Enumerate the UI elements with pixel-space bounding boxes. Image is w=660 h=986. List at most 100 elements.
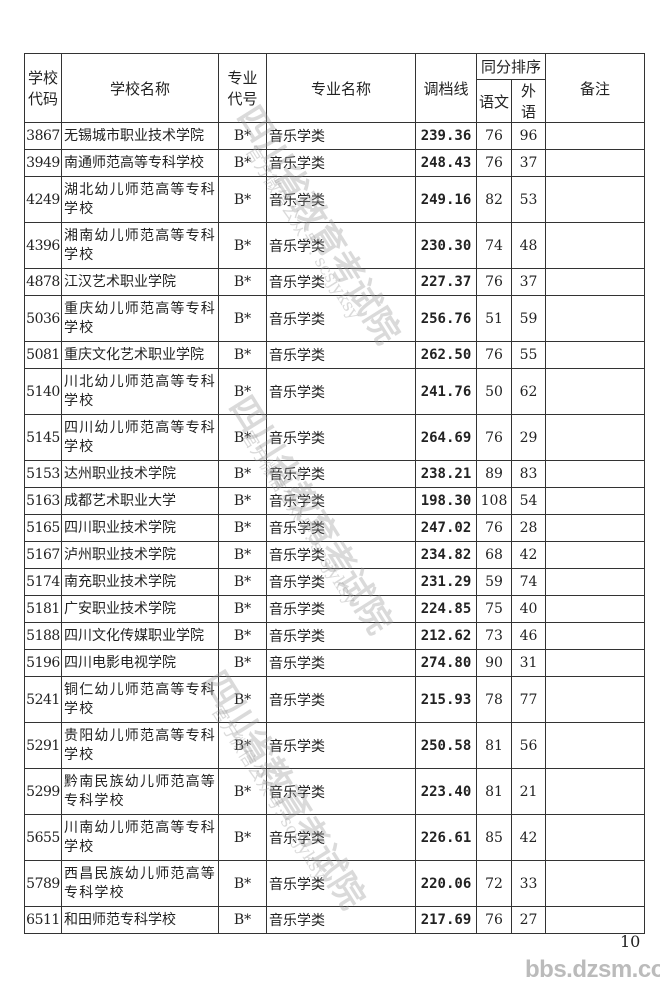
table-row: 4249 湖北幼儿师范高等专科学校 B* 音乐学类 249.16 82 53 <box>24 176 646 223</box>
major-name-cell: 音乐学类 <box>266 595 416 623</box>
table-row: 5181 广安职业技术学院 B* 音乐学类 224.85 75 40 <box>24 595 646 623</box>
foreign-rank-cell: 48 <box>510 222 547 269</box>
table-row: 5165 四川职业技术学院 B* 音乐学类 247.02 76 28 <box>24 514 646 542</box>
school-name-cell: 湘南幼儿师范高等专科学校 <box>61 222 219 269</box>
remarks-cell <box>545 649 646 677</box>
major-name-cell: 音乐学类 <box>266 568 416 596</box>
foreign-rank-cell: 54 <box>510 487 547 515</box>
cutoff-score-cell: 256.76 <box>415 295 477 342</box>
table-row: 5163 成都艺术职业大学 B* 音乐学类 198.30 108 54 <box>24 487 646 515</box>
major-name-cell: 音乐学类 <box>266 341 416 369</box>
school-code-cell: 5140 <box>24 368 62 415</box>
foreign-rank-cell: 37 <box>510 268 547 296</box>
foreign-rank-cell: 59 <box>510 295 547 342</box>
major-name-cell: 音乐学类 <box>266 368 416 415</box>
school-code-cell: 5036 <box>24 295 62 342</box>
chinese-rank-cell: 59 <box>476 568 512 596</box>
major-code-cell: B* <box>218 568 267 596</box>
school-code-cell: 5299 <box>24 768 62 815</box>
major-code-cell: B* <box>218 222 267 269</box>
chinese-rank-cell: 74 <box>476 222 512 269</box>
major-code-cell: B* <box>218 722 267 769</box>
school-name-cell: 西昌民族幼儿师范高等专科学校 <box>61 860 219 907</box>
header-foreign: 外语 <box>510 79 547 123</box>
major-code-cell: B* <box>218 460 267 488</box>
chinese-rank-cell: 78 <box>476 676 512 723</box>
chinese-rank-cell: 76 <box>476 514 512 542</box>
remarks-cell <box>545 341 646 369</box>
foreign-rank-cell: 42 <box>510 541 547 569</box>
major-name-cell: 音乐学类 <box>266 676 416 723</box>
school-name-cell: 无锡城市职业技术学院 <box>61 122 219 150</box>
remarks-cell <box>545 814 646 861</box>
remarks-cell <box>545 176 646 223</box>
school-code-cell: 3867 <box>24 122 62 150</box>
major-name-cell: 音乐学类 <box>266 541 416 569</box>
remarks-cell <box>545 906 646 934</box>
chinese-rank-cell: 76 <box>476 906 512 934</box>
header-school-name: 学校名称 <box>61 53 219 123</box>
remarks-cell <box>545 622 646 650</box>
table-row: 5081 重庆文化艺术职业学院 B* 音乐学类 262.50 76 55 <box>24 341 646 369</box>
school-code-cell: 5241 <box>24 676 62 723</box>
major-code-cell: B* <box>218 541 267 569</box>
chinese-rank-cell: 76 <box>476 122 512 150</box>
admission-cutoff-table: 学校代码 学校名称 专业代号 专业名称 调档线 同分排序 备注 语文 外语 38… <box>24 53 646 934</box>
school-name-cell: 四川文化传媒职业学院 <box>61 622 219 650</box>
major-name-cell: 音乐学类 <box>266 268 416 296</box>
chinese-rank-cell: 81 <box>476 768 512 815</box>
chinese-rank-cell: 81 <box>476 722 512 769</box>
school-name-cell: 广安职业技术学院 <box>61 595 219 623</box>
cutoff-score-cell: 234.82 <box>415 541 477 569</box>
chinese-rank-cell: 75 <box>476 595 512 623</box>
cutoff-score-cell: 227.37 <box>415 268 477 296</box>
remarks-cell <box>545 268 646 296</box>
major-code-cell: B* <box>218 149 267 177</box>
table-row: 5167 泸州职业技术学院 B* 音乐学类 234.82 68 42 <box>24 541 646 569</box>
major-name-cell: 音乐学类 <box>266 906 416 934</box>
major-name-cell: 音乐学类 <box>266 649 416 677</box>
remarks-cell <box>545 295 646 342</box>
school-name-cell: 重庆文化艺术职业学院 <box>61 341 219 369</box>
header-major-name: 专业名称 <box>266 53 416 123</box>
school-name-cell: 和田师范专科学校 <box>61 906 219 934</box>
school-name-cell: 达州职业技术学院 <box>61 460 219 488</box>
table-row: 5140 川北幼儿师范高等专科学校 B* 音乐学类 241.76 50 62 <box>24 368 646 415</box>
chinese-rank-cell: 50 <box>476 368 512 415</box>
table-row: 5291 贵阳幼儿师范高等专科学校 B* 音乐学类 250.58 81 56 <box>24 722 646 769</box>
school-code-cell: 5167 <box>24 541 62 569</box>
chinese-rank-cell: 51 <box>476 295 512 342</box>
remarks-cell <box>545 568 646 596</box>
major-code-cell: B* <box>218 906 267 934</box>
foreign-rank-cell: 27 <box>510 906 547 934</box>
major-name-cell: 音乐学类 <box>266 414 416 461</box>
major-code-cell: B* <box>218 122 267 150</box>
table-row: 5153 达州职业技术学院 B* 音乐学类 238.21 89 83 <box>24 460 646 488</box>
header-major-code: 专业代号 <box>218 53 267 123</box>
major-code-cell: B* <box>218 768 267 815</box>
chinese-rank-cell: 85 <box>476 814 512 861</box>
header-chinese: 语文 <box>476 79 512 123</box>
cutoff-score-cell: 262.50 <box>415 341 477 369</box>
table-row: 5299 黔南民族幼儿师范高等专科学校 B* 音乐学类 223.40 81 21 <box>24 768 646 815</box>
school-name-cell: 泸州职业技术学院 <box>61 541 219 569</box>
school-code-cell: 5188 <box>24 622 62 650</box>
major-code-cell: B* <box>218 368 267 415</box>
cutoff-score-cell: 230.30 <box>415 222 477 269</box>
school-code-cell: 4396 <box>24 222 62 269</box>
chinese-rank-cell: 76 <box>476 414 512 461</box>
foreign-rank-cell: 33 <box>510 860 547 907</box>
school-name-cell: 重庆幼儿师范高等专科学校 <box>61 295 219 342</box>
cutoff-score-cell: 226.61 <box>415 814 477 861</box>
major-code-cell: B* <box>218 622 267 650</box>
major-name-cell: 音乐学类 <box>266 768 416 815</box>
header-school-code: 学校代码 <box>24 53 62 123</box>
cutoff-score-cell: 274.80 <box>415 649 477 677</box>
school-code-cell: 5291 <box>24 722 62 769</box>
school-name-cell: 贵阳幼儿师范高等专科学校 <box>61 722 219 769</box>
school-code-cell: 5174 <box>24 568 62 596</box>
cutoff-score-cell: 249.16 <box>415 176 477 223</box>
major-name-cell: 音乐学类 <box>266 514 416 542</box>
remarks-cell <box>545 222 646 269</box>
school-code-cell: 4878 <box>24 268 62 296</box>
